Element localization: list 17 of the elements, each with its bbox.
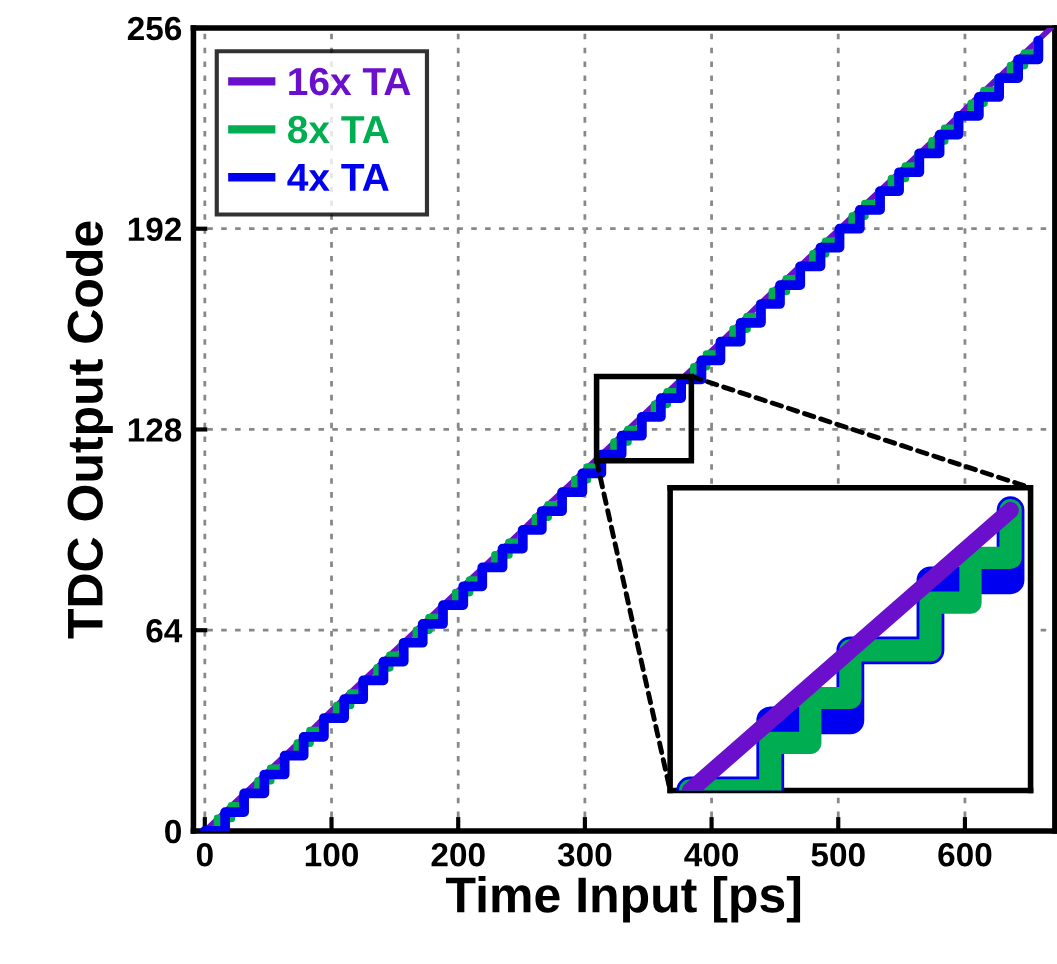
x-tick-label: 400 [684,842,739,867]
x-tick-label: 0 [196,842,213,867]
legend-label: 8x TA [288,115,389,144]
x-tick-label: 600 [938,842,992,867]
x-tick-label: 500 [811,842,865,867]
y-tick-label: 192 [128,217,181,242]
x-tick-label: 300 [557,842,612,867]
y-tick-label: 0 [165,819,181,844]
x-tick-label: 200 [431,842,485,867]
legend-label: 4x TA [287,164,389,191]
y-axis-title: TDC Output Code [66,221,113,639]
legend-label: 16x TA [289,67,411,96]
x-tick-label: 100 [305,842,358,867]
y-tick-label: 256 [127,16,182,41]
y-tick-label: 128 [128,418,182,442]
x-axis-title: Time Input [ps] [446,875,801,923]
y-tick-label: 64 [146,619,183,643]
